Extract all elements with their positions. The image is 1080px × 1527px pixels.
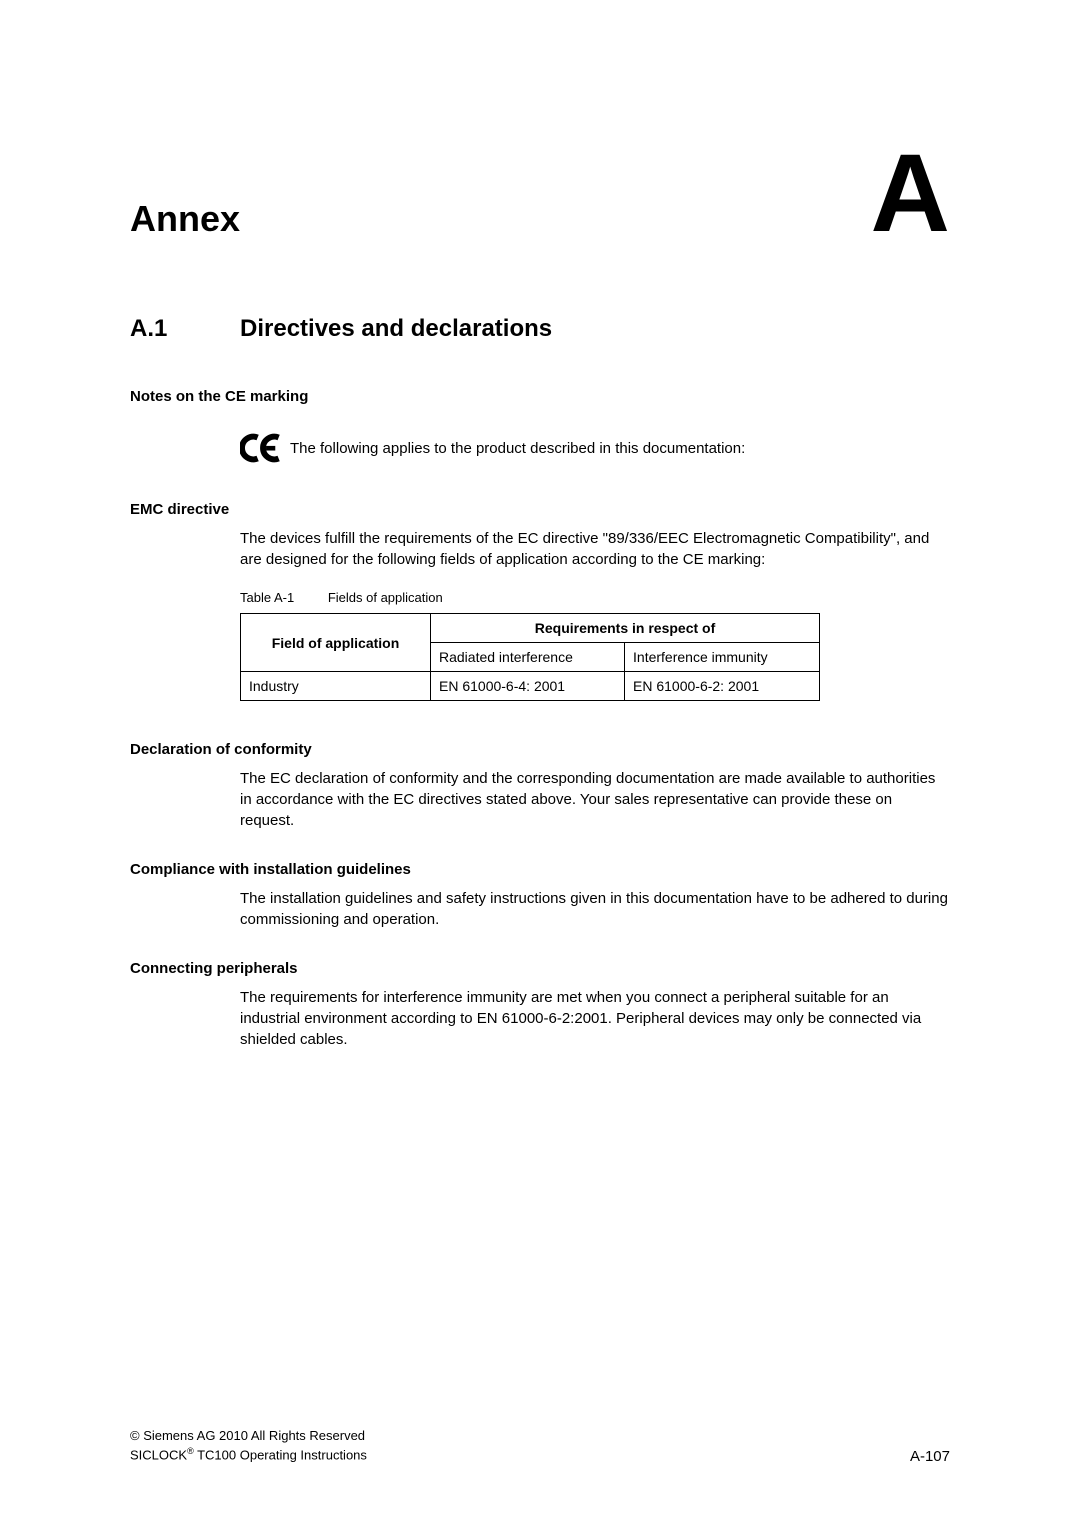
annex-title: Annex <box>130 198 240 240</box>
section-heading: A.1 Directives and declarations <box>130 315 950 343</box>
footer-copyright: © Siemens AG 2010 All Rights Reserved <box>130 1427 367 1445</box>
table-wrapper: Table A-1 Fields of application Field of… <box>240 590 950 701</box>
section-number: A.1 <box>130 315 200 343</box>
annex-letter: A <box>871 150 950 238</box>
table-row: Field of application Requirements in res… <box>241 614 820 643</box>
section-title: Directives and declarations <box>240 315 552 343</box>
ce-marking-heading: Notes on the CE marking <box>130 388 950 405</box>
table-header-field: Field of application <box>241 614 431 672</box>
footer-product-prefix: SICLOCK <box>130 1448 187 1463</box>
peripherals-text: The requirements for interference immuni… <box>240 987 950 1050</box>
ce-marking-block: Notes on the CE marking The following ap… <box>130 388 950 463</box>
footer-left: © Siemens AG 2010 All Rights Reserved SI… <box>130 1427 367 1465</box>
table-row: Industry EN 61000-6-4: 2001 EN 61000-6-2… <box>241 672 820 701</box>
table-caption: Table A-1 Fields of application <box>240 590 950 605</box>
footer-product: SICLOCK® TC100 Operating Instructions <box>130 1445 367 1465</box>
table-subheader-radiated: Radiated interference <box>431 643 625 672</box>
table-caption-label: Table A-1 <box>240 590 294 605</box>
table-cell-field: Industry <box>241 672 431 701</box>
table-subheader-immunity: Interference immunity <box>625 643 820 672</box>
compliance-heading: Compliance with installation guidelines <box>130 861 950 878</box>
ce-marking-row: The following applies to the product des… <box>240 433 950 463</box>
table-cell-radiated: EN 61000-6-4: 2001 <box>431 672 625 701</box>
table-header-requirements: Requirements in respect of <box>431 614 820 643</box>
emc-text: The devices fulfill the requirements of … <box>240 528 950 570</box>
peripherals-heading: Connecting peripherals <box>130 960 950 977</box>
table-caption-title: Fields of application <box>328 590 443 605</box>
ce-mark-icon <box>240 433 282 463</box>
page-footer: © Siemens AG 2010 All Rights Reserved SI… <box>130 1427 950 1465</box>
fields-of-application-table: Field of application Requirements in res… <box>240 613 820 701</box>
peripherals-block: Connecting peripherals The requirements … <box>130 960 950 1050</box>
declaration-text: The EC declaration of conformity and the… <box>240 768 950 831</box>
document-page: Annex A A.1 Directives and declarations … <box>0 0 1080 1527</box>
page-number: A-107 <box>910 1448 950 1465</box>
table-cell-immunity: EN 61000-6-2: 2001 <box>625 672 820 701</box>
compliance-block: Compliance with installation guidelines … <box>130 861 950 930</box>
declaration-block: Declaration of conformity The EC declara… <box>130 741 950 831</box>
footer-product-suffix: TC100 Operating Instructions <box>194 1448 367 1463</box>
emc-block: EMC directive The devices fulfill the re… <box>130 501 950 701</box>
declaration-heading: Declaration of conformity <box>130 741 950 758</box>
compliance-text: The installation guidelines and safety i… <box>240 888 950 930</box>
chapter-header: Annex A <box>130 180 950 240</box>
registered-icon: ® <box>187 1446 194 1456</box>
ce-marking-text: The following applies to the product des… <box>290 438 745 459</box>
emc-heading: EMC directive <box>130 501 950 518</box>
